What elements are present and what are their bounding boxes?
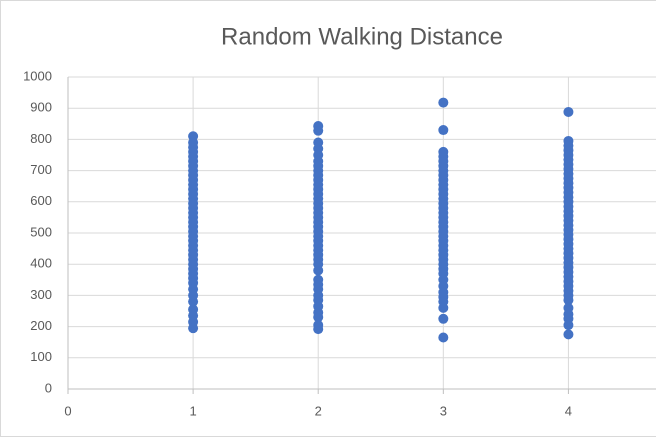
point	[438, 97, 449, 108]
point	[188, 296, 199, 307]
point	[313, 324, 324, 335]
point	[438, 125, 449, 136]
point	[313, 265, 324, 276]
point	[563, 320, 574, 331]
y-tick-label: 700	[30, 162, 52, 177]
point	[313, 312, 324, 323]
point	[188, 323, 199, 334]
x-tick-label: 3	[440, 403, 447, 418]
point	[563, 329, 574, 340]
y-tick-label: 0	[45, 380, 52, 395]
y-tick-label: 200	[30, 318, 52, 333]
point	[313, 125, 324, 136]
point	[438, 302, 449, 313]
x-tick-label: 0	[64, 403, 71, 418]
y-tick-label: 300	[30, 287, 52, 302]
point	[438, 332, 449, 343]
y-tick-label: 500	[30, 224, 52, 239]
x-tick-label: 1	[189, 403, 196, 418]
axes: 0 100 200 300 400 500 600 700 800 900 1000 0 1 2 3 4	[23, 68, 656, 418]
x-tick-label: 2	[315, 403, 322, 418]
y-tick-label: 900	[30, 100, 52, 115]
y-tick-label: 100	[30, 349, 52, 364]
point	[563, 106, 574, 117]
point	[438, 313, 449, 324]
y-tick-label: 1000	[23, 68, 52, 83]
y-tick-label: 800	[30, 131, 52, 146]
x-tick-label: 4	[565, 403, 572, 418]
point	[563, 295, 574, 306]
chart-title: Random Walking Distance	[221, 23, 503, 50]
points	[188, 97, 574, 343]
y-tick-label: 600	[30, 193, 52, 208]
y-tick-label: 400	[30, 256, 52, 271]
